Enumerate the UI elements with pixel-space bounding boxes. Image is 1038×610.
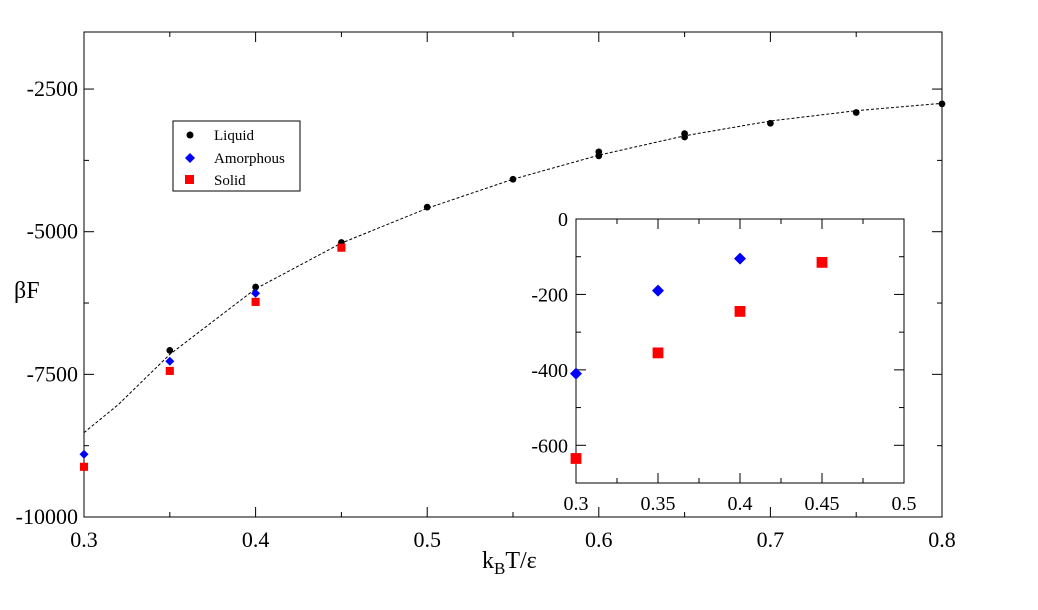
inset-point-amorphous — [570, 367, 582, 380]
inset-point-solid — [652, 347, 664, 359]
main-x-tick-label: 0.5 — [413, 527, 441, 552]
main-x-tick-label: 0.7 — [757, 527, 785, 552]
legend-label-solid: Solid — [214, 173, 246, 189]
legend-marker-amorphous — [185, 153, 195, 163]
main-y-tick-label: -2500 — [27, 76, 78, 101]
x-axis-label-sub: B — [494, 559, 505, 578]
main-x-tick-label: 0.8 — [928, 527, 956, 552]
legend: Liquid Amorphous Solid — [172, 120, 301, 192]
inset-y-tick-label: -600 — [531, 435, 568, 457]
point-liquid — [252, 283, 259, 291]
main-x-tick-label: 0.6 — [585, 527, 613, 552]
inset-y-tick-label: -200 — [531, 284, 568, 306]
legend-marker-liquid — [186, 131, 194, 139]
inset-point-solid — [570, 453, 582, 464]
point-liquid — [681, 130, 688, 137]
inset-x-tick-label: 0.3 — [564, 493, 589, 515]
legend-label-amorphous: Amorphous — [214, 151, 285, 167]
main-data-points — [79, 100, 946, 471]
legend-box — [172, 120, 301, 192]
x-axis-label: kBT/ε — [482, 548, 537, 578]
point-liquid — [595, 148, 603, 156]
inset-y-tick-label: -400 — [531, 360, 568, 382]
point-amorphous — [165, 356, 175, 366]
point-amorphous — [251, 288, 261, 298]
point-liquid — [852, 109, 860, 116]
legend-label-liquid: Liquid — [214, 128, 254, 144]
inset-point-solid — [816, 256, 828, 268]
main-ticks: 0.3 0.4 0.5 0.6 0.7 0.8 -10000 -7500 -5000 -2500 — [16, 32, 956, 552]
main-y-tick-label: -7500 — [27, 361, 78, 386]
inset-point-amorphous — [734, 252, 746, 265]
point-amorphous — [79, 449, 89, 459]
y-axis-label: βF — [14, 278, 40, 304]
main-x-tick-label: 0.4 — [242, 527, 270, 552]
point-solid — [251, 297, 260, 306]
x-axis-label-main: k — [482, 548, 494, 574]
inset-x-tick-label: 0.35 — [641, 493, 676, 515]
inset-x-tick-label: 0.5 — [892, 493, 917, 515]
inset-point-amorphous — [652, 284, 664, 297]
point-liquid — [509, 175, 517, 183]
inset-point-solid — [734, 306, 746, 317]
inset-x-tick-label: 0.45 — [805, 493, 840, 515]
legend-marker-solid — [185, 175, 194, 184]
inset-ticks: 0.3 0.35 0.4 0.45 0.5 -600 -400 -200 0 — [531, 209, 916, 515]
point-liquid — [423, 203, 431, 211]
point-solid — [165, 366, 174, 375]
main-x-tick-label: 0.3 — [70, 527, 98, 552]
inset-y-tick-label: 0 — [558, 209, 568, 231]
x-axis-label-rest: T/ε — [505, 548, 536, 574]
main-y-tick-label: -5000 — [27, 219, 78, 244]
main-y-tick-label: -10000 — [16, 504, 78, 529]
inset-x-tick-label: 0.4 — [728, 493, 753, 515]
point-liquid — [166, 347, 174, 354]
point-solid — [79, 462, 89, 471]
inset-data-points — [570, 252, 828, 464]
point-solid — [337, 243, 346, 252]
point-liquid — [938, 100, 946, 108]
point-liquid — [767, 119, 774, 127]
